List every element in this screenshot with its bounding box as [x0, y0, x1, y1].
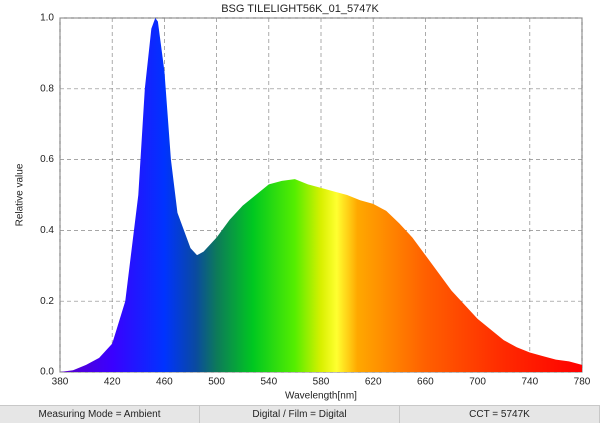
spectrum-area — [60, 18, 582, 372]
y-tick-label: 0.4 — [40, 225, 54, 236]
chart: BSG TILELIGHT56K_01_5747K Wavelength[nm]… — [15, 3, 591, 402]
y-tick-label: 0.2 — [40, 296, 54, 307]
y-axis-label: Relative value — [15, 163, 26, 226]
x-tick-label: 420 — [104, 377, 121, 388]
x-axis-label: Wavelength[nm] — [285, 391, 357, 402]
status-item: Measuring Mode = Ambient — [0, 406, 200, 423]
x-tick-label: 500 — [208, 377, 225, 388]
x-tick-label: 660 — [417, 377, 434, 388]
status-item: Digital / Film = Digital — [200, 406, 400, 423]
x-tick-label: 740 — [521, 377, 538, 388]
x-tick-label: 380 — [52, 377, 69, 388]
y-tick-label: 0.8 — [40, 83, 54, 94]
status-item: CCT = 5747K — [400, 406, 600, 423]
y-tick-label: 0.6 — [40, 154, 54, 165]
x-tick-label: 620 — [365, 377, 382, 388]
status-bar: Measuring Mode = Ambient Digital / Film … — [0, 405, 600, 423]
chart-title: BSG TILELIGHT56K_01_5747K — [221, 3, 379, 15]
y-tick-label: 1.0 — [40, 13, 54, 24]
x-tick-label: 540 — [260, 377, 277, 388]
x-tick-label: 460 — [156, 377, 173, 388]
x-tick-label: 700 — [469, 377, 486, 388]
x-tick-label: 780 — [574, 377, 591, 388]
y-tick-label: 0.0 — [40, 367, 54, 378]
x-tick-label: 580 — [313, 377, 330, 388]
